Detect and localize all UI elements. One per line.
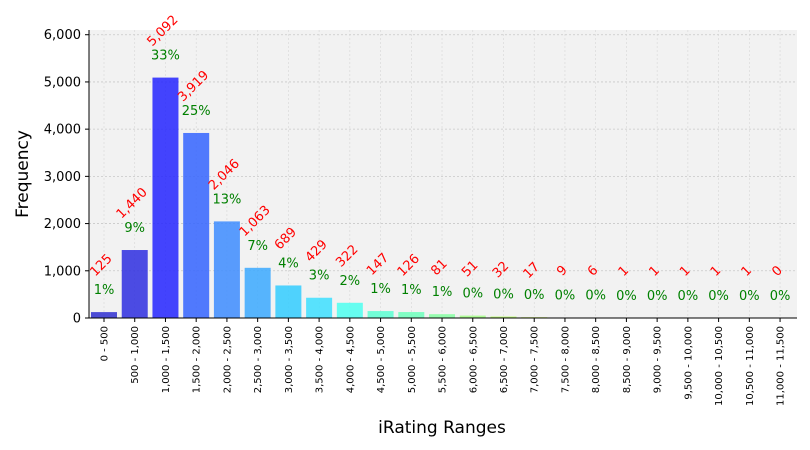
x-tick-label: 3,500 - 4,000 <box>315 326 326 393</box>
bar <box>91 312 117 318</box>
x-tick-label: 1,000 - 1,500 <box>161 326 172 393</box>
x-tick-label: 6,000 - 6,500 <box>468 326 479 393</box>
x-tick-label: 2,000 - 2,500 <box>222 326 233 393</box>
x-tick-label: 8,500 - 9,000 <box>622 326 633 393</box>
x-tick-label: 500 - 1,000 <box>130 326 141 384</box>
percent-label: 0% <box>616 289 637 304</box>
bar <box>398 312 425 318</box>
x-tick-label: 9,500 - 10,000 <box>683 326 694 400</box>
x-tick-label: 0 - 500 <box>100 326 111 361</box>
y-tick-label: 5,000 <box>44 75 81 90</box>
percent-label: 7% <box>247 239 268 254</box>
percent-label: 1% <box>370 282 391 297</box>
x-tick-label: 9,000 - 9,500 <box>653 326 664 393</box>
x-axis-title: iRating Ranges <box>378 418 506 438</box>
percent-label: 0% <box>493 287 514 302</box>
x-ticks: 0 - 500 500 - 1,000 1,000 - 1,500 1,500 - 2… <box>100 318 787 406</box>
percent-label: 0% <box>524 288 545 303</box>
x-tick-label: 4,000 - 4,500 <box>345 326 356 393</box>
percent-label: 3% <box>309 269 330 284</box>
bar <box>459 315 486 318</box>
y-tick-label: 3,000 <box>44 170 81 185</box>
bar <box>429 314 456 318</box>
percent-label: 0% <box>462 287 483 302</box>
percent-label: 0% <box>708 289 729 304</box>
bar <box>244 267 271 318</box>
percent-label: 2% <box>340 274 361 289</box>
bar <box>213 221 240 318</box>
bar <box>121 250 148 318</box>
percent-label: 9% <box>124 221 145 236</box>
x-tick-label: 8,000 - 8,500 <box>591 326 602 393</box>
x-tick-label: 5,500 - 6,000 <box>438 326 449 393</box>
percent-label: 25% <box>182 104 211 119</box>
percent-label: 0% <box>647 289 668 304</box>
bar <box>275 285 302 318</box>
x-tick-label: 10,000 - 10,500 <box>714 326 725 406</box>
x-tick-label: 3,000 - 3,500 <box>284 326 295 393</box>
percent-label: 13% <box>212 192 241 207</box>
x-tick-label: 5,000 - 5,500 <box>407 326 418 393</box>
x-tick-label: 7,500 - 8,000 <box>560 326 571 393</box>
percent-label: 4% <box>278 256 299 271</box>
y-tick-label: 2,000 <box>44 217 81 232</box>
y-tick-label: 4,000 <box>44 123 81 138</box>
x-tick-label: 1,500 - 2,000 <box>192 326 203 393</box>
y-tick-label: 0 <box>73 312 81 327</box>
y-tick-label: 1,000 <box>44 264 81 279</box>
percent-label: 33% <box>151 49 180 64</box>
percent-label: 0% <box>739 289 760 304</box>
bar <box>306 297 333 318</box>
bar <box>152 77 179 318</box>
bar <box>183 132 210 318</box>
y-tick-label: 6,000 <box>44 28 81 43</box>
bar <box>490 316 517 318</box>
bar <box>336 302 363 318</box>
percent-label: 0% <box>770 289 791 304</box>
x-tick-label: 11,000 - 11,500 <box>776 326 787 406</box>
x-tick-label: 4,500 - 5,000 <box>376 326 387 393</box>
x-tick-label: 2,500 - 3,000 <box>253 326 264 393</box>
percent-label: 0% <box>678 289 699 304</box>
y-axis-title: Frequency <box>13 130 33 218</box>
x-tick-label: 7,000 - 7,500 <box>530 326 541 393</box>
x-tick-label: 6,500 - 7,000 <box>499 326 510 393</box>
x-tick-label: 10,500 - 11,000 <box>745 326 756 406</box>
percent-label: 0% <box>585 289 606 304</box>
y-ticks: 0 1,000 2,000 3,000 4,000 5,000 6,000 <box>44 28 89 327</box>
percent-label: 1% <box>432 285 453 300</box>
bar <box>367 311 394 318</box>
percent-label: 1% <box>94 283 115 298</box>
bars <box>91 77 763 318</box>
percent-label: 1% <box>401 283 422 298</box>
percent-label: 0% <box>555 289 576 304</box>
